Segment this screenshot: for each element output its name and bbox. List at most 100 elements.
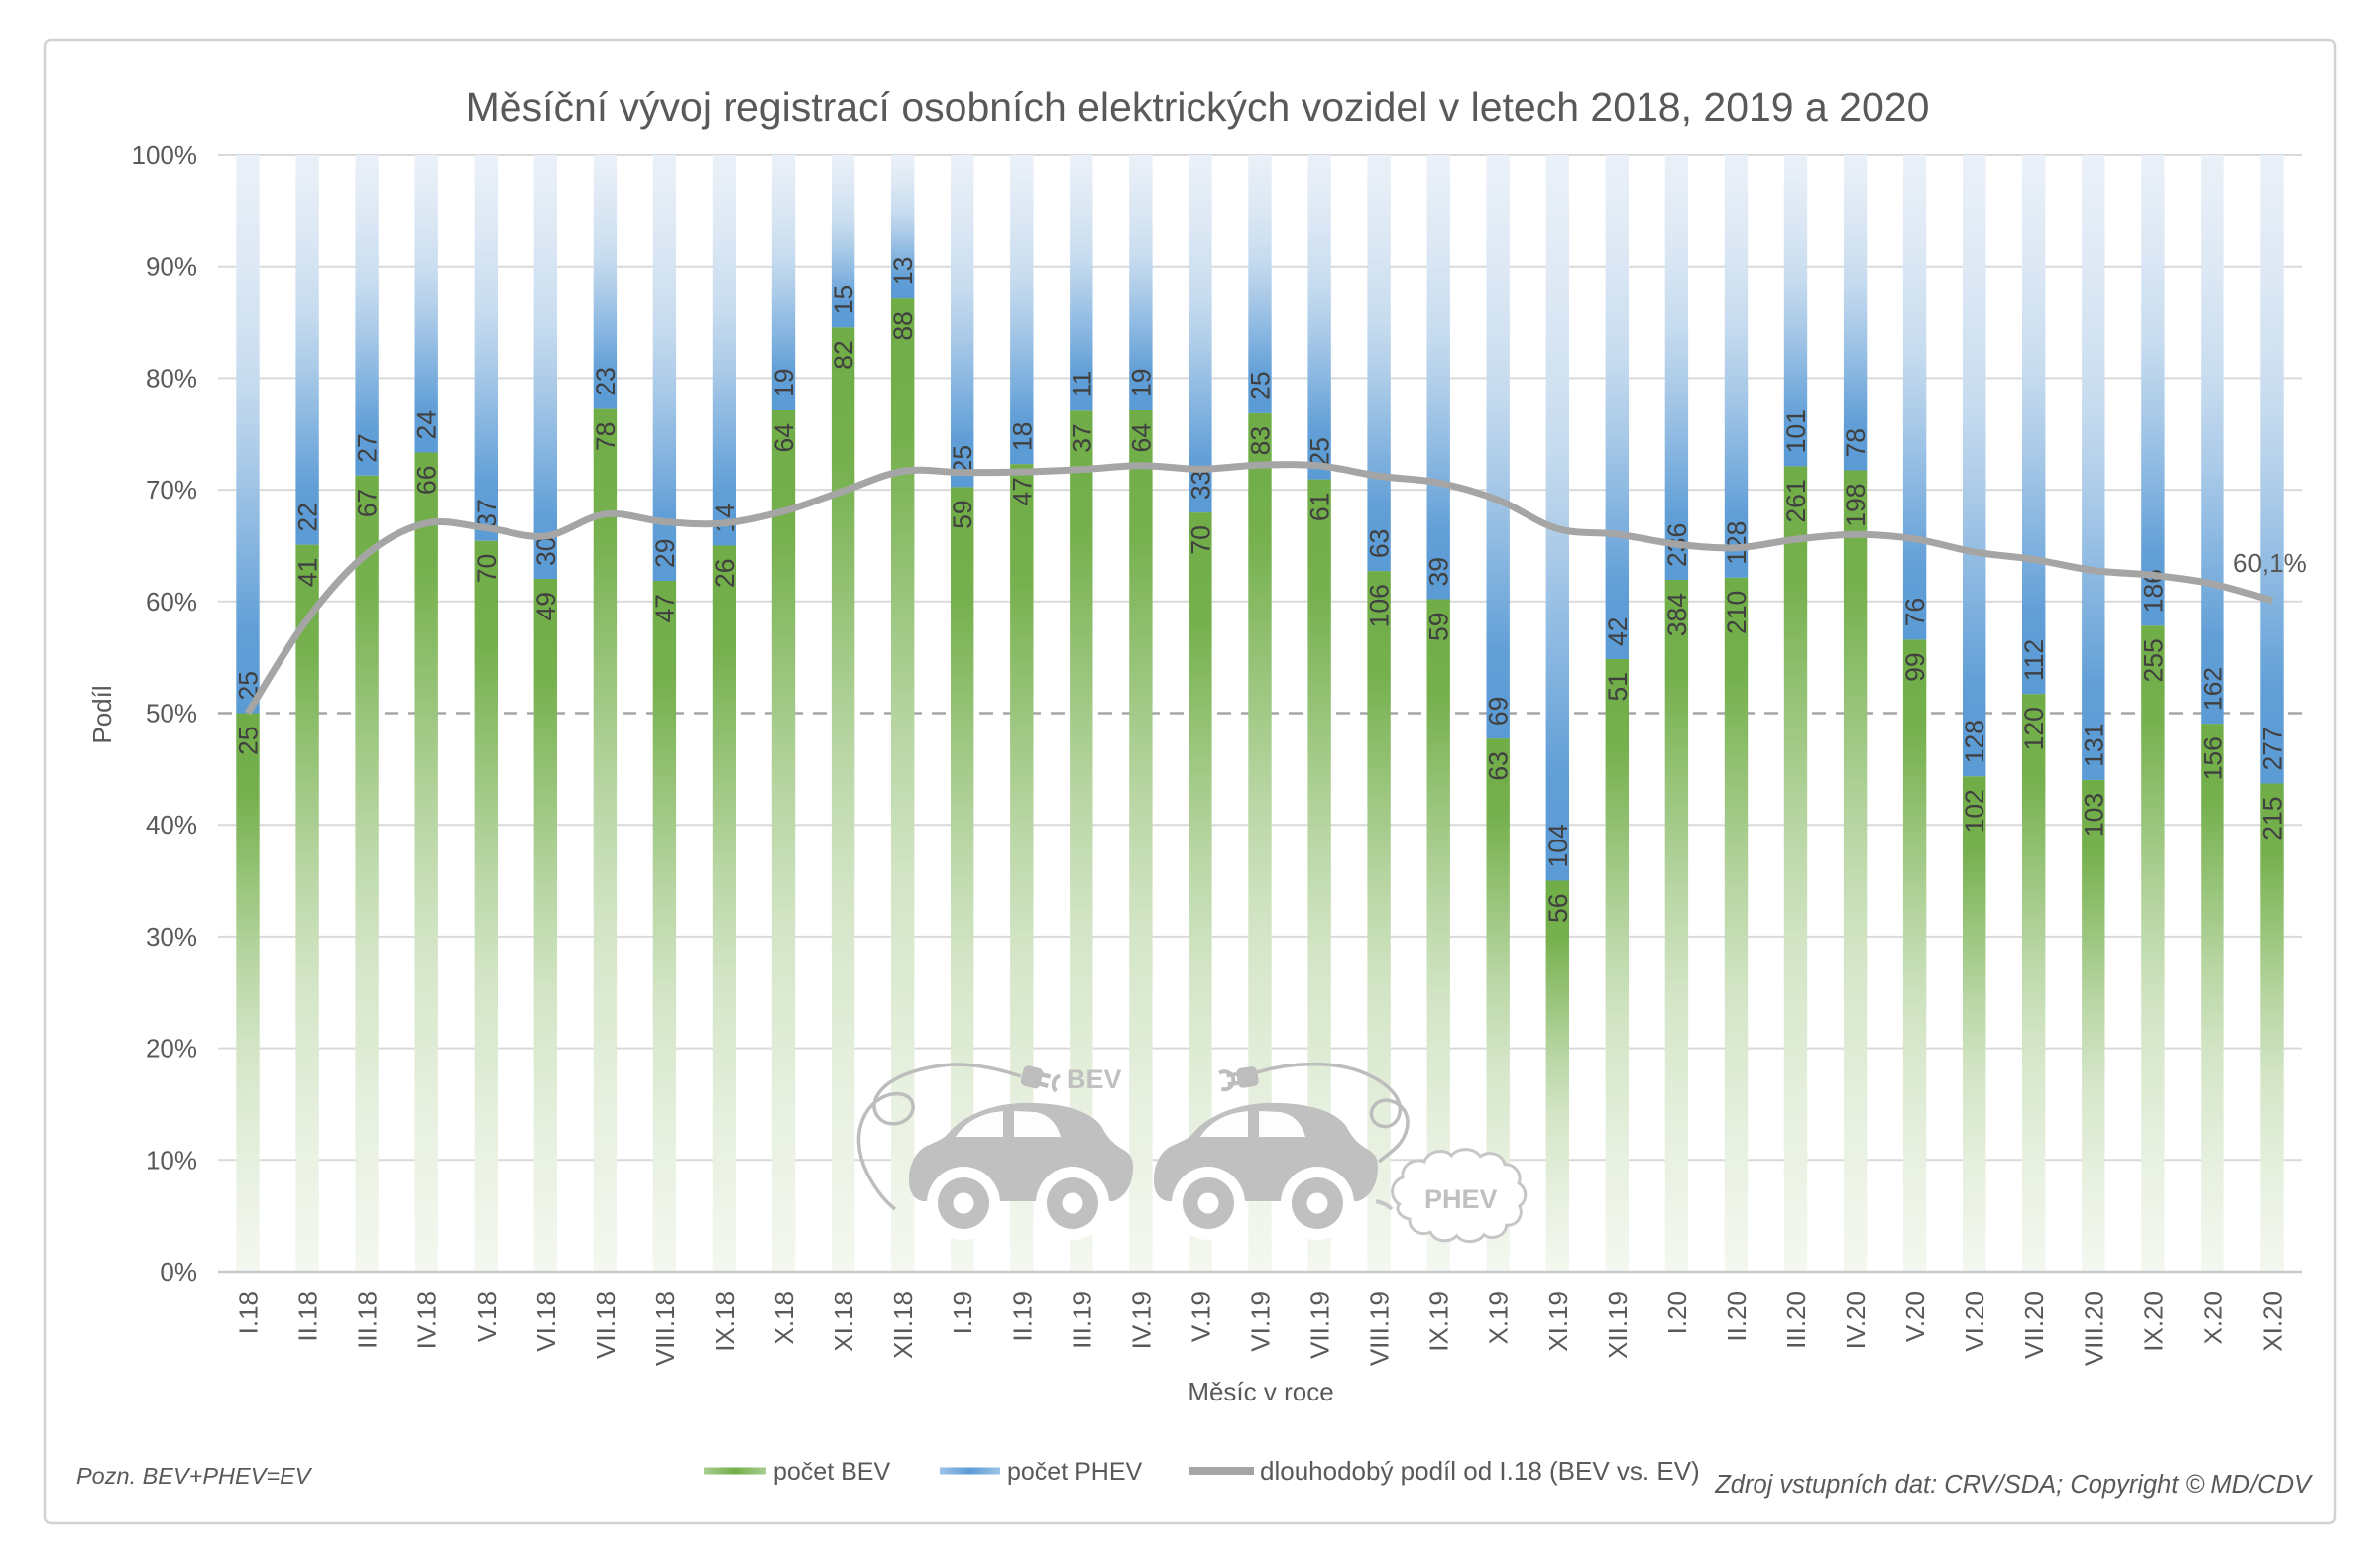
svg-text:XII.19: XII.19: [1603, 1291, 1633, 1359]
svg-text:II.19: II.19: [1007, 1291, 1037, 1342]
svg-text:19: 19: [769, 369, 799, 397]
svg-text:49: 49: [531, 592, 561, 620]
svg-text:V.19: V.19: [1186, 1291, 1215, 1342]
svg-text:Pozn. BEV+PHEV=EV: Pozn. BEV+PHEV=EV: [76, 1463, 313, 1489]
svg-text:63: 63: [1484, 751, 1514, 780]
svg-text:42: 42: [1603, 617, 1633, 646]
svg-text:128: 128: [1960, 720, 1989, 763]
svg-text:90%: 90%: [146, 252, 197, 281]
svg-text:VI.20: VI.20: [1960, 1291, 1989, 1352]
svg-text:76: 76: [1900, 598, 1930, 626]
svg-text:22: 22: [293, 503, 323, 531]
svg-text:156: 156: [2198, 736, 2227, 780]
svg-text:IV.20: IV.20: [1841, 1291, 1870, 1349]
svg-text:59: 59: [1424, 613, 1454, 641]
svg-text:103: 103: [2079, 793, 2108, 837]
svg-text:25: 25: [234, 727, 264, 755]
svg-text:30: 30: [531, 537, 561, 566]
svg-text:29: 29: [650, 539, 680, 568]
svg-text:63: 63: [1365, 529, 1395, 558]
svg-text:106: 106: [1365, 584, 1395, 627]
svg-text:112: 112: [2019, 639, 2049, 681]
svg-text:70%: 70%: [146, 475, 197, 504]
svg-text:78: 78: [591, 422, 621, 451]
svg-text:66: 66: [412, 466, 442, 495]
svg-text:III.20: III.20: [1781, 1291, 1811, 1349]
svg-text:131: 131: [2079, 724, 2108, 767]
svg-text:V.18: V.18: [472, 1291, 502, 1342]
svg-text:384: 384: [1662, 593, 1692, 636]
svg-text:64: 64: [1126, 423, 1156, 452]
svg-text:10%: 10%: [146, 1145, 197, 1175]
svg-text:XI.19: XI.19: [1543, 1291, 1573, 1352]
svg-text:Měsíční vývoj registrací osobn: Měsíční vývoj registrací osobních elektr…: [466, 84, 1930, 130]
svg-text:47: 47: [1007, 477, 1037, 505]
svg-text:39: 39: [1424, 557, 1454, 586]
svg-text:80%: 80%: [146, 363, 197, 392]
svg-text:13: 13: [888, 257, 918, 285]
svg-text:26: 26: [710, 559, 739, 588]
svg-text:60,1%: 60,1%: [2233, 548, 2307, 578]
svg-text:69: 69: [1484, 697, 1514, 726]
svg-text:33: 33: [1186, 471, 1215, 500]
svg-text:198: 198: [1841, 484, 1870, 527]
svg-text:IV.18: IV.18: [412, 1291, 442, 1349]
svg-text:120: 120: [2019, 707, 2049, 750]
svg-text:XII.18: XII.18: [888, 1291, 918, 1359]
svg-text:51: 51: [1603, 672, 1633, 701]
svg-text:II.20: II.20: [1722, 1291, 1752, 1342]
svg-text:VIII.18: VIII.18: [650, 1291, 680, 1366]
svg-text:104: 104: [1543, 824, 1573, 867]
svg-text:XI.18: XI.18: [829, 1291, 858, 1352]
svg-text:X.20: X.20: [2198, 1291, 2227, 1345]
svg-text:20%: 20%: [146, 1034, 197, 1064]
svg-text:I.18: I.18: [234, 1291, 264, 1334]
svg-text:IV.19: IV.19: [1126, 1291, 1156, 1349]
svg-text:61: 61: [1305, 493, 1335, 521]
svg-text:59: 59: [948, 500, 977, 528]
svg-text:PHEV: PHEV: [1424, 1184, 1498, 1214]
svg-text:255: 255: [2138, 638, 2168, 682]
svg-text:50%: 50%: [146, 699, 197, 728]
svg-text:VI.18: VI.18: [531, 1291, 561, 1352]
svg-text:VIII.19: VIII.19: [1365, 1291, 1395, 1366]
svg-text:47: 47: [650, 594, 680, 622]
svg-text:X.18: X.18: [769, 1291, 799, 1345]
svg-text:IX.20: IX.20: [2138, 1291, 2168, 1352]
svg-text:88: 88: [888, 311, 918, 340]
svg-text:30%: 30%: [146, 922, 197, 952]
svg-text:162: 162: [2198, 667, 2227, 711]
svg-text:Podíl: Podíl: [87, 685, 117, 743]
svg-text:102: 102: [1960, 789, 1989, 833]
svg-text:67: 67: [353, 489, 383, 517]
svg-text:64: 64: [769, 423, 799, 452]
svg-text:40%: 40%: [146, 810, 197, 840]
svg-text:V.20: V.20: [1900, 1291, 1930, 1342]
svg-text:počet PHEV: počet PHEV: [1007, 1458, 1143, 1486]
svg-text:počet BEV: počet BEV: [773, 1458, 890, 1486]
svg-text:60%: 60%: [146, 587, 197, 616]
svg-text:277: 277: [2258, 727, 2288, 770]
svg-text:37: 37: [1067, 423, 1096, 452]
svg-text:210: 210: [1722, 591, 1752, 634]
svg-text:14: 14: [710, 504, 739, 532]
svg-text:III.19: III.19: [1067, 1291, 1096, 1349]
svg-text:VI.19: VI.19: [1246, 1291, 1276, 1352]
svg-text:BEV: BEV: [1067, 1064, 1122, 1094]
svg-text:82: 82: [829, 340, 858, 369]
svg-text:83: 83: [1246, 426, 1276, 455]
svg-text:56: 56: [1543, 894, 1573, 923]
svg-text:VIII.20: VIII.20: [2079, 1291, 2108, 1366]
svg-text:261: 261: [1781, 479, 1811, 522]
svg-text:Zdroj vstupních dat: CRV/SDA;: Zdroj vstupních dat: CRV/SDA; Copyright …: [1714, 1471, 2313, 1499]
svg-text:VII.18: VII.18: [591, 1291, 621, 1359]
svg-text:128: 128: [1722, 521, 1752, 565]
svg-text:0%: 0%: [160, 1257, 197, 1287]
svg-text:IX.18: IX.18: [710, 1291, 739, 1352]
svg-text:19: 19: [1126, 369, 1156, 397]
svg-text:99: 99: [1900, 652, 1930, 681]
svg-text:Měsíc v roce: Měsíc v roce: [1188, 1377, 1333, 1406]
svg-text:X.19: X.19: [1484, 1291, 1514, 1345]
svg-text:100%: 100%: [132, 140, 198, 169]
svg-text:70: 70: [472, 554, 502, 583]
